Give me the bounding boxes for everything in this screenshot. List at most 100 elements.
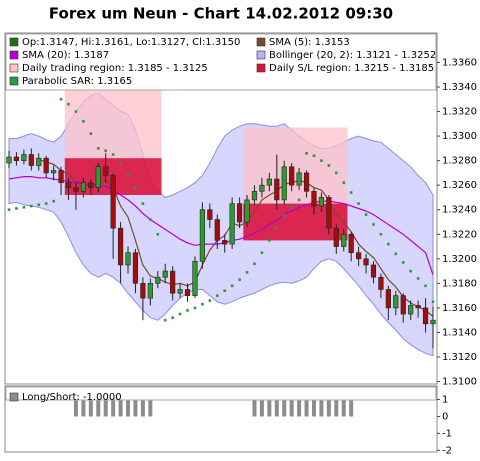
bar bbox=[259, 399, 264, 417]
sar-dot bbox=[37, 203, 41, 207]
legend-swatch bbox=[9, 76, 19, 86]
sar-dot bbox=[134, 186, 137, 189]
candle-body bbox=[184, 289, 191, 296]
sar-dot bbox=[119, 161, 122, 165]
sar-dot bbox=[215, 294, 219, 297]
candle-body bbox=[51, 170, 57, 174]
candle-body bbox=[393, 295, 399, 309]
candle-body bbox=[259, 184, 265, 192]
candle-body bbox=[363, 258, 369, 266]
sar-dot bbox=[364, 213, 368, 216]
bar bbox=[274, 399, 279, 417]
legend-swatch bbox=[9, 37, 19, 47]
sar-dot bbox=[260, 251, 264, 254]
sar-dot bbox=[15, 207, 18, 210]
sar-dot bbox=[320, 159, 323, 162]
y-tick-label: 1.3280 bbox=[442, 156, 477, 167]
candle-body bbox=[6, 156, 12, 164]
candle-body bbox=[348, 233, 354, 253]
candle-body bbox=[251, 191, 258, 201]
candle-body bbox=[415, 305, 421, 309]
sar-dot bbox=[74, 110, 78, 113]
y-tick-label: 0 bbox=[442, 411, 448, 422]
candle-body bbox=[303, 172, 310, 192]
bar bbox=[319, 399, 324, 417]
y-tick-label: 1.3200 bbox=[442, 254, 477, 265]
bar bbox=[252, 399, 257, 417]
sar-dot bbox=[149, 218, 152, 221]
candle-body bbox=[385, 289, 391, 309]
candle-body bbox=[341, 233, 347, 247]
bar bbox=[88, 399, 93, 417]
legend-label: Daily trading region: 1.3185 - 1.3125 bbox=[22, 63, 208, 74]
bar bbox=[73, 399, 78, 417]
candle-body bbox=[125, 252, 131, 266]
sar-dot bbox=[186, 309, 189, 312]
sar-dot bbox=[312, 154, 316, 158]
candle-body bbox=[65, 182, 72, 188]
sar-dot bbox=[394, 252, 398, 256]
legend-swatch bbox=[256, 63, 266, 73]
sar-dot bbox=[44, 202, 48, 205]
sar-dot bbox=[379, 232, 383, 236]
candle-body bbox=[400, 295, 406, 315]
bar bbox=[118, 399, 123, 417]
sar-dot bbox=[282, 214, 286, 218]
sar-dot bbox=[275, 226, 279, 230]
sar-dot bbox=[401, 261, 405, 264]
region bbox=[243, 127, 348, 204]
sar-dot bbox=[230, 284, 234, 288]
sar-dot bbox=[201, 302, 204, 306]
candle-body bbox=[73, 187, 79, 192]
sar-dot bbox=[89, 132, 93, 135]
y-tick-label: 1.3300 bbox=[442, 131, 477, 142]
candle-body bbox=[110, 175, 116, 229]
y-tick-label: 1.3120 bbox=[442, 352, 477, 363]
region bbox=[64, 87, 162, 159]
candle-body bbox=[199, 209, 206, 262]
indicator-line bbox=[8, 176, 434, 275]
sar-dot bbox=[416, 277, 420, 280]
bar bbox=[111, 399, 116, 417]
sar-dot bbox=[357, 202, 360, 205]
bar bbox=[126, 399, 131, 417]
sar-dot bbox=[409, 269, 412, 273]
candle-body bbox=[430, 319, 436, 325]
bar bbox=[311, 399, 316, 417]
candle-body bbox=[207, 209, 213, 220]
bar bbox=[148, 399, 153, 417]
sar-dot bbox=[156, 232, 160, 236]
sar-dot bbox=[349, 191, 353, 194]
candle-body bbox=[80, 182, 86, 192]
y-tick-label: 1.3100 bbox=[442, 377, 477, 388]
sar-dot bbox=[178, 312, 182, 316]
candle-body bbox=[214, 219, 220, 241]
legend-label: Daily S/L region: 1.3215 - 1.3185 bbox=[269, 63, 434, 74]
candle-body bbox=[333, 227, 339, 247]
candle-body bbox=[244, 199, 250, 223]
candle-body bbox=[289, 166, 295, 186]
legend-label: SMA (20): 1.3187 bbox=[22, 50, 109, 61]
candle-body bbox=[140, 283, 146, 299]
candle-body bbox=[170, 270, 176, 294]
sar-dot bbox=[141, 202, 145, 205]
candle-body bbox=[408, 305, 414, 315]
y-tick-label: 1.3240 bbox=[442, 205, 477, 216]
bar bbox=[140, 399, 145, 417]
candle-body bbox=[177, 289, 183, 294]
candle-body bbox=[222, 240, 228, 245]
candle-body bbox=[36, 157, 42, 166]
candle-body bbox=[58, 170, 64, 184]
candle-body bbox=[192, 260, 198, 296]
sar-dot bbox=[22, 205, 26, 209]
sar-dot bbox=[126, 174, 130, 177]
legend-label: Op:1.3147, Hi:1.3161, Lo:1.3127, Cl:1.31… bbox=[22, 37, 240, 48]
candle-body bbox=[117, 227, 124, 266]
legend-swatch bbox=[9, 63, 19, 73]
legend-label: Bollinger (20, 2): 1.3121 - 1.3252 bbox=[269, 50, 436, 61]
sar-dot bbox=[238, 278, 241, 281]
candle-body bbox=[147, 283, 153, 299]
candle-body bbox=[28, 154, 34, 166]
candle-body bbox=[103, 166, 109, 176]
